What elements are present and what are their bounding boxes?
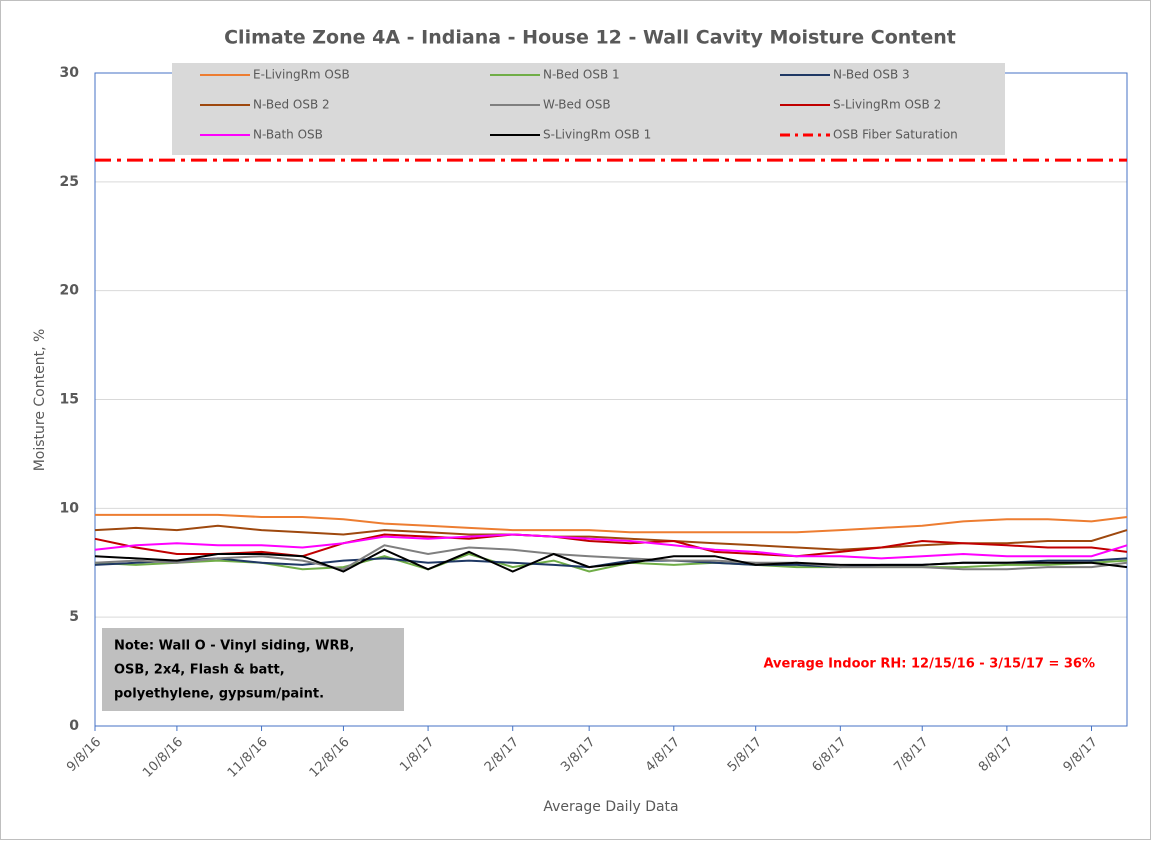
series-line	[94, 533, 1128, 558]
series-line	[95, 513, 1128, 534]
chart-title: Climate Zone 4A - Indiana - House 12 - W…	[224, 27, 956, 49]
y-tick-label: 5	[69, 609, 79, 625]
y-tick-label: 25	[60, 174, 79, 190]
annotation: Average Indoor RH: 12/15/16 - 3/15/17 = …	[763, 657, 1095, 672]
note-box	[102, 628, 404, 711]
legend-label: N-Bed OSB 1	[543, 68, 620, 82]
legend-label: N-Bath OSB	[253, 128, 323, 142]
legend-label: W-Bed OSB	[543, 98, 611, 112]
y-tick-label: 20	[60, 283, 80, 299]
series-line	[94, 533, 1128, 560]
y-tick-label: 30	[60, 65, 80, 81]
legend-label: S-LivingRm OSB 2	[833, 98, 941, 112]
y-tick-label: 10	[60, 500, 80, 516]
series-line	[94, 544, 1128, 571]
x-axis-label: Average Daily Data	[543, 799, 678, 815]
legend-box	[172, 63, 1005, 155]
y-tick-label: 0	[69, 718, 79, 734]
note-text: polyethylene, gypsum/paint.	[114, 687, 324, 702]
legend-label: S-LivingRm OSB 1	[543, 128, 651, 142]
series-line	[94, 548, 1128, 573]
note-text: Note: Wall O - Vinyl siding, WRB,	[114, 639, 354, 654]
y-tick-label: 15	[60, 392, 79, 408]
legend-label: OSB Fiber Saturation	[833, 128, 958, 142]
y-axis-label: Moisture Content, %	[32, 329, 48, 472]
note-text: OSB, 2x4, Flash & batt,	[114, 663, 285, 678]
legend-label: N-Bed OSB 2	[253, 98, 330, 112]
legend-label: E-LivingRm OSB	[253, 68, 350, 82]
legend-label: N-Bed OSB 3	[833, 68, 910, 82]
